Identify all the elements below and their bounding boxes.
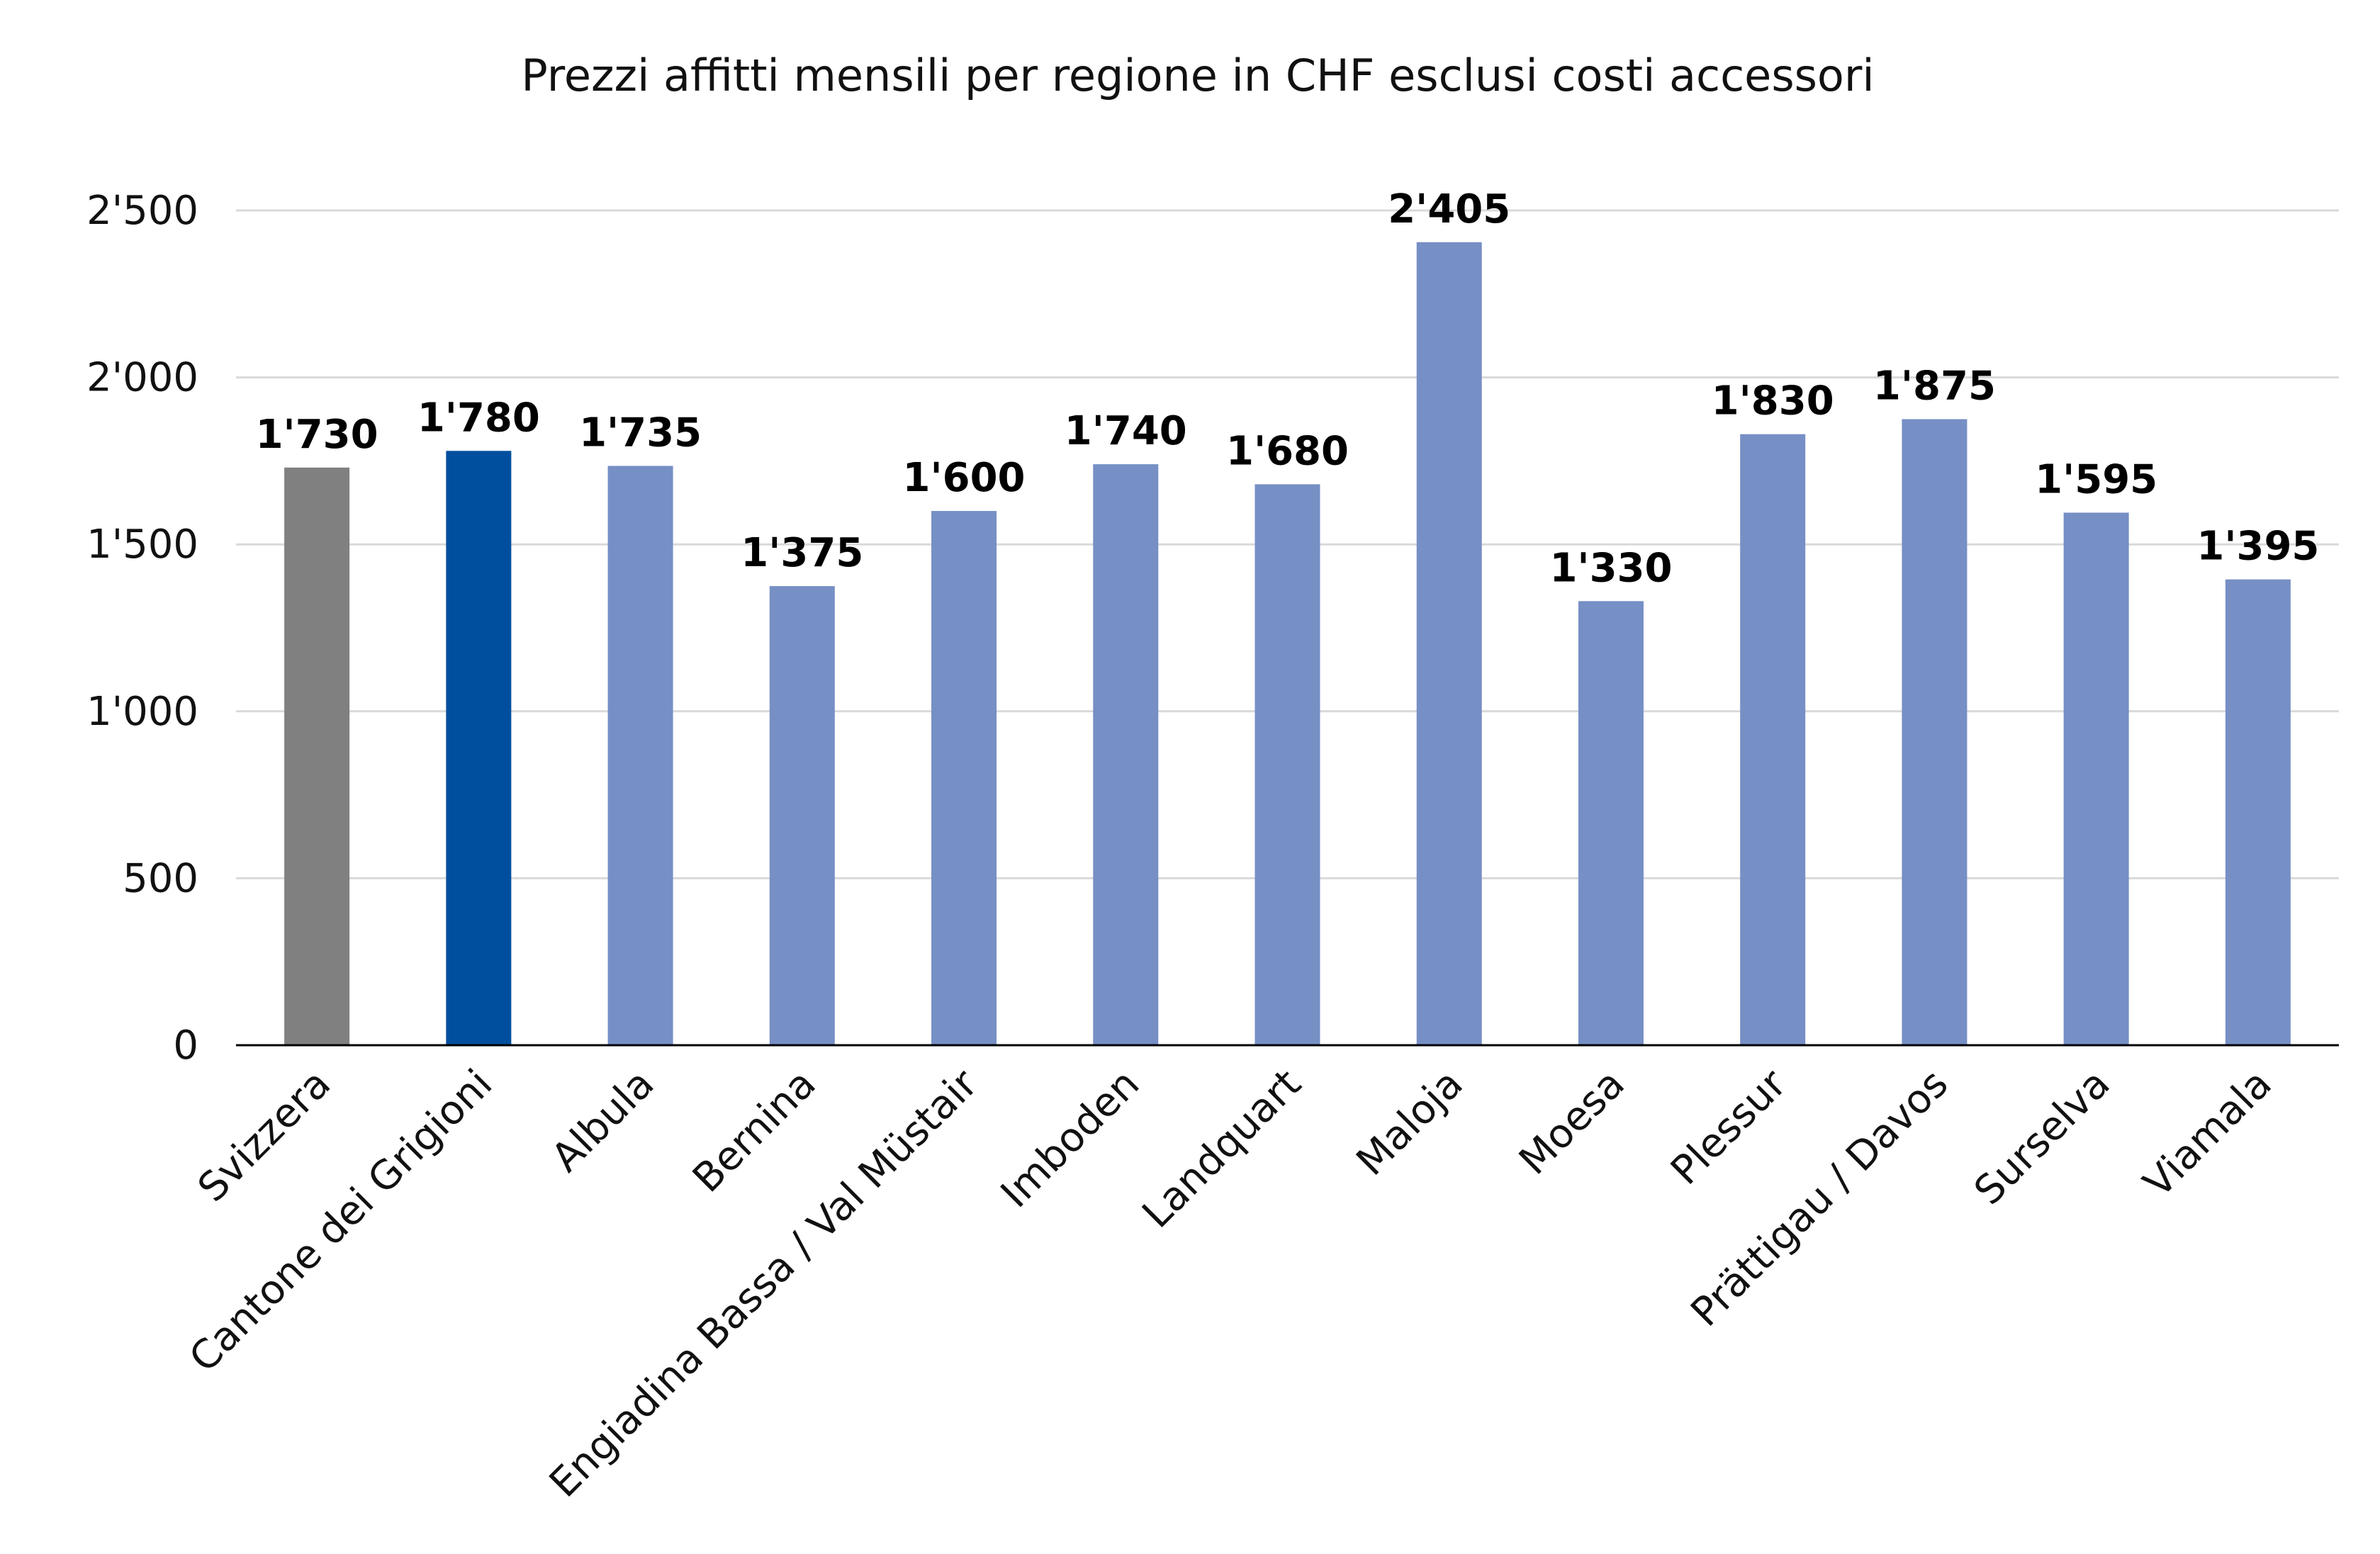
bar [284,467,350,1045]
data-label: 1'875 [1873,364,1996,410]
x-tick-label: Surselva [1965,1061,2118,1214]
y-tick-label: 1'500 [86,522,198,568]
data-label: 1'830 [1712,378,1834,424]
x-tick-label: Cantone dei Grigioni [181,1061,501,1381]
bars [284,242,2291,1045]
bar [1093,464,1159,1045]
data-label: 1'395 [2196,524,2319,570]
x-tick-label: Maloja [1348,1061,1472,1185]
data-label: 1'375 [741,530,863,576]
x-tick-label: Albula [543,1061,663,1181]
x-tick-label: Landquart [1134,1061,1310,1237]
bar [2063,512,2129,1045]
data-label: 1'600 [903,455,1026,501]
data-label: 1'680 [1226,428,1349,474]
data-label: 1'735 [579,410,702,456]
bar [446,451,512,1045]
bar [1254,484,1320,1045]
chart-title: Prezzi affitti mensili per regione in CH… [521,50,1874,101]
data-label: 2'405 [1388,186,1510,232]
data-label: 1'330 [1549,545,1672,591]
y-tick-label: 500 [123,855,198,901]
bar [931,511,997,1045]
bar [1416,242,1482,1045]
data-label: 1'740 [1065,408,1187,454]
data-labels: 1'730 1'780 1'735 1'375 1'600 1'740 1'680 2'405… [256,186,2320,592]
data-label: 1'595 [2035,456,2157,502]
x-tick-label: Plessur [1662,1060,1796,1194]
bar [1902,419,1968,1045]
x-tick-label: Svizzera [189,1061,339,1211]
bar [769,586,835,1045]
x-tick-label: Moesa [1510,1061,1634,1184]
x-tick-label: Bernina [684,1061,825,1202]
x-tick-label: Viamala [2135,1061,2281,1207]
y-tick-label: 0 [173,1023,198,1069]
x-tick-label: Imboden [992,1061,1148,1217]
bar [607,466,673,1045]
data-label: 1'780 [417,395,540,441]
data-label: 1'730 [256,412,378,458]
bar [1740,434,1806,1045]
y-tick-label: 2'000 [86,355,198,401]
y-tick-label: 2'500 [86,188,198,234]
bar [2225,579,2291,1045]
y-tick-label: 1'000 [86,689,198,735]
y-axis-ticks: 0 500 1'000 1'500 2'000 2'500 [86,188,198,1069]
bar [1578,601,1644,1045]
